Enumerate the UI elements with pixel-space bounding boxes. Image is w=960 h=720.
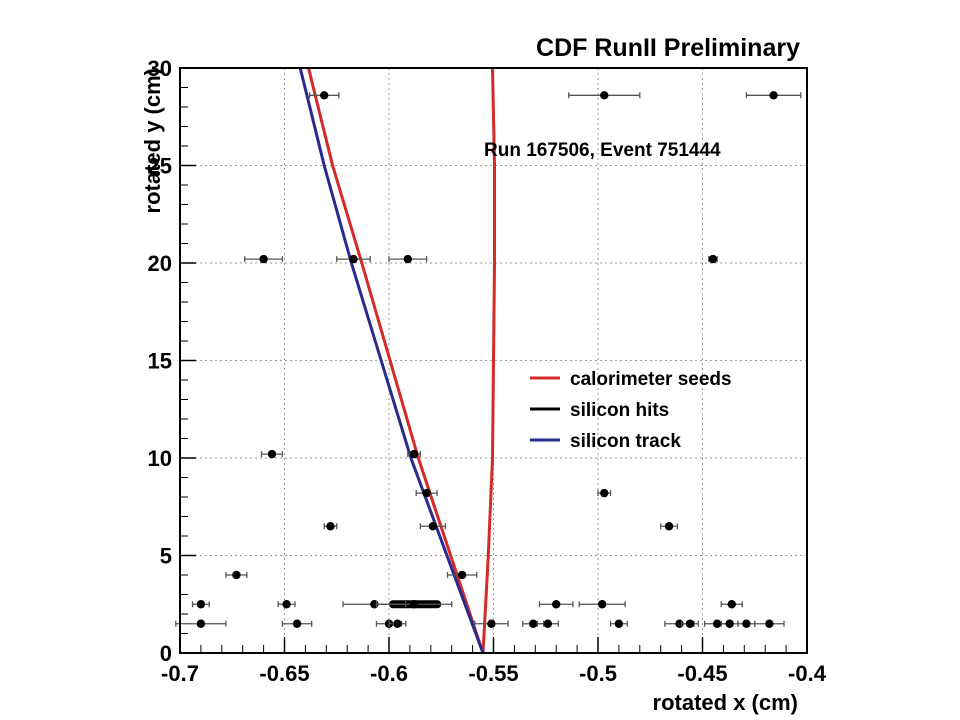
silicon-hit xyxy=(552,600,561,609)
silicon-hit xyxy=(712,619,722,628)
y-tick-label: 0 xyxy=(160,641,172,666)
y-tick-label: 15 xyxy=(148,349,172,374)
silicon-hit xyxy=(597,600,607,609)
silicon-hit xyxy=(543,619,553,628)
y-tick-label: 30 xyxy=(148,56,172,81)
silicon-hit xyxy=(196,619,206,628)
axis-ticks: -0.7 -0.65 -0.6 -0.55 -0.5 -0.45 -0.4 0 5 10 15 20 2… xyxy=(148,56,827,686)
silicon-hit xyxy=(409,449,419,459)
silicon-hit xyxy=(708,254,718,264)
silicon-hit xyxy=(685,619,695,628)
silicon-hit xyxy=(393,619,402,628)
legend-label: calorimeter seeds xyxy=(570,369,732,390)
silicon-hit xyxy=(409,600,419,609)
silicon-hit xyxy=(742,619,751,628)
silicon-hit xyxy=(267,449,277,459)
silicon-hit xyxy=(259,254,268,264)
silicon-hit xyxy=(600,91,609,100)
silicon-hit xyxy=(292,619,302,628)
silicon-hit xyxy=(487,619,496,628)
silicon-hits-points xyxy=(175,91,802,628)
calorimeter-seeds-line xyxy=(307,67,485,654)
silicon-hit xyxy=(664,522,674,531)
x-tick-label: -0.5 xyxy=(579,661,617,686)
x-tick-label: -0.7 xyxy=(161,661,199,686)
silicon-hit xyxy=(769,91,778,100)
silicon-hit xyxy=(600,488,609,498)
x-tick-label: -0.4 xyxy=(788,661,827,686)
x-tick-label: -0.55 xyxy=(468,661,518,686)
silicon-hit xyxy=(725,619,734,628)
y-tick-label: 20 xyxy=(148,251,172,276)
y-tick-label: 5 xyxy=(160,544,172,569)
x-tick-label: -0.45 xyxy=(677,661,727,686)
silicon-hit xyxy=(457,570,467,580)
silicon-hit xyxy=(428,522,438,531)
silicon-hit xyxy=(614,619,624,628)
x-axis-label: rotated x (cm) xyxy=(653,690,798,715)
silicon-hit xyxy=(282,600,291,609)
x-tick-label: -0.65 xyxy=(259,661,309,686)
y-tick-label: 25 xyxy=(148,154,172,179)
silicon-hit xyxy=(422,488,431,498)
silicon-hit xyxy=(765,619,774,628)
silicon-hit xyxy=(529,619,538,628)
silicon-hit xyxy=(403,254,413,264)
silicon-hit xyxy=(326,522,335,531)
silicon-hit xyxy=(727,600,736,609)
x-tick-label: -0.6 xyxy=(370,661,408,686)
silicon-hit xyxy=(196,600,206,609)
silicon-hit xyxy=(349,254,358,264)
y-tick-label: 10 xyxy=(148,446,172,471)
legend-label: silicon track xyxy=(570,431,681,452)
legend-label: silicon hits xyxy=(570,400,669,421)
calorimeter-seeds-line xyxy=(481,67,496,654)
silicon-hit xyxy=(232,570,241,580)
y-axis-label: rotated y (cm) xyxy=(140,68,165,213)
chart-title: CDF RunII Preliminary xyxy=(536,34,800,62)
run-event-annotation: Run 167506, Event 751444 xyxy=(484,140,721,161)
silicon-hit xyxy=(320,91,329,100)
legend: calorimeter seeds silicon hits silicon tra… xyxy=(530,369,732,452)
